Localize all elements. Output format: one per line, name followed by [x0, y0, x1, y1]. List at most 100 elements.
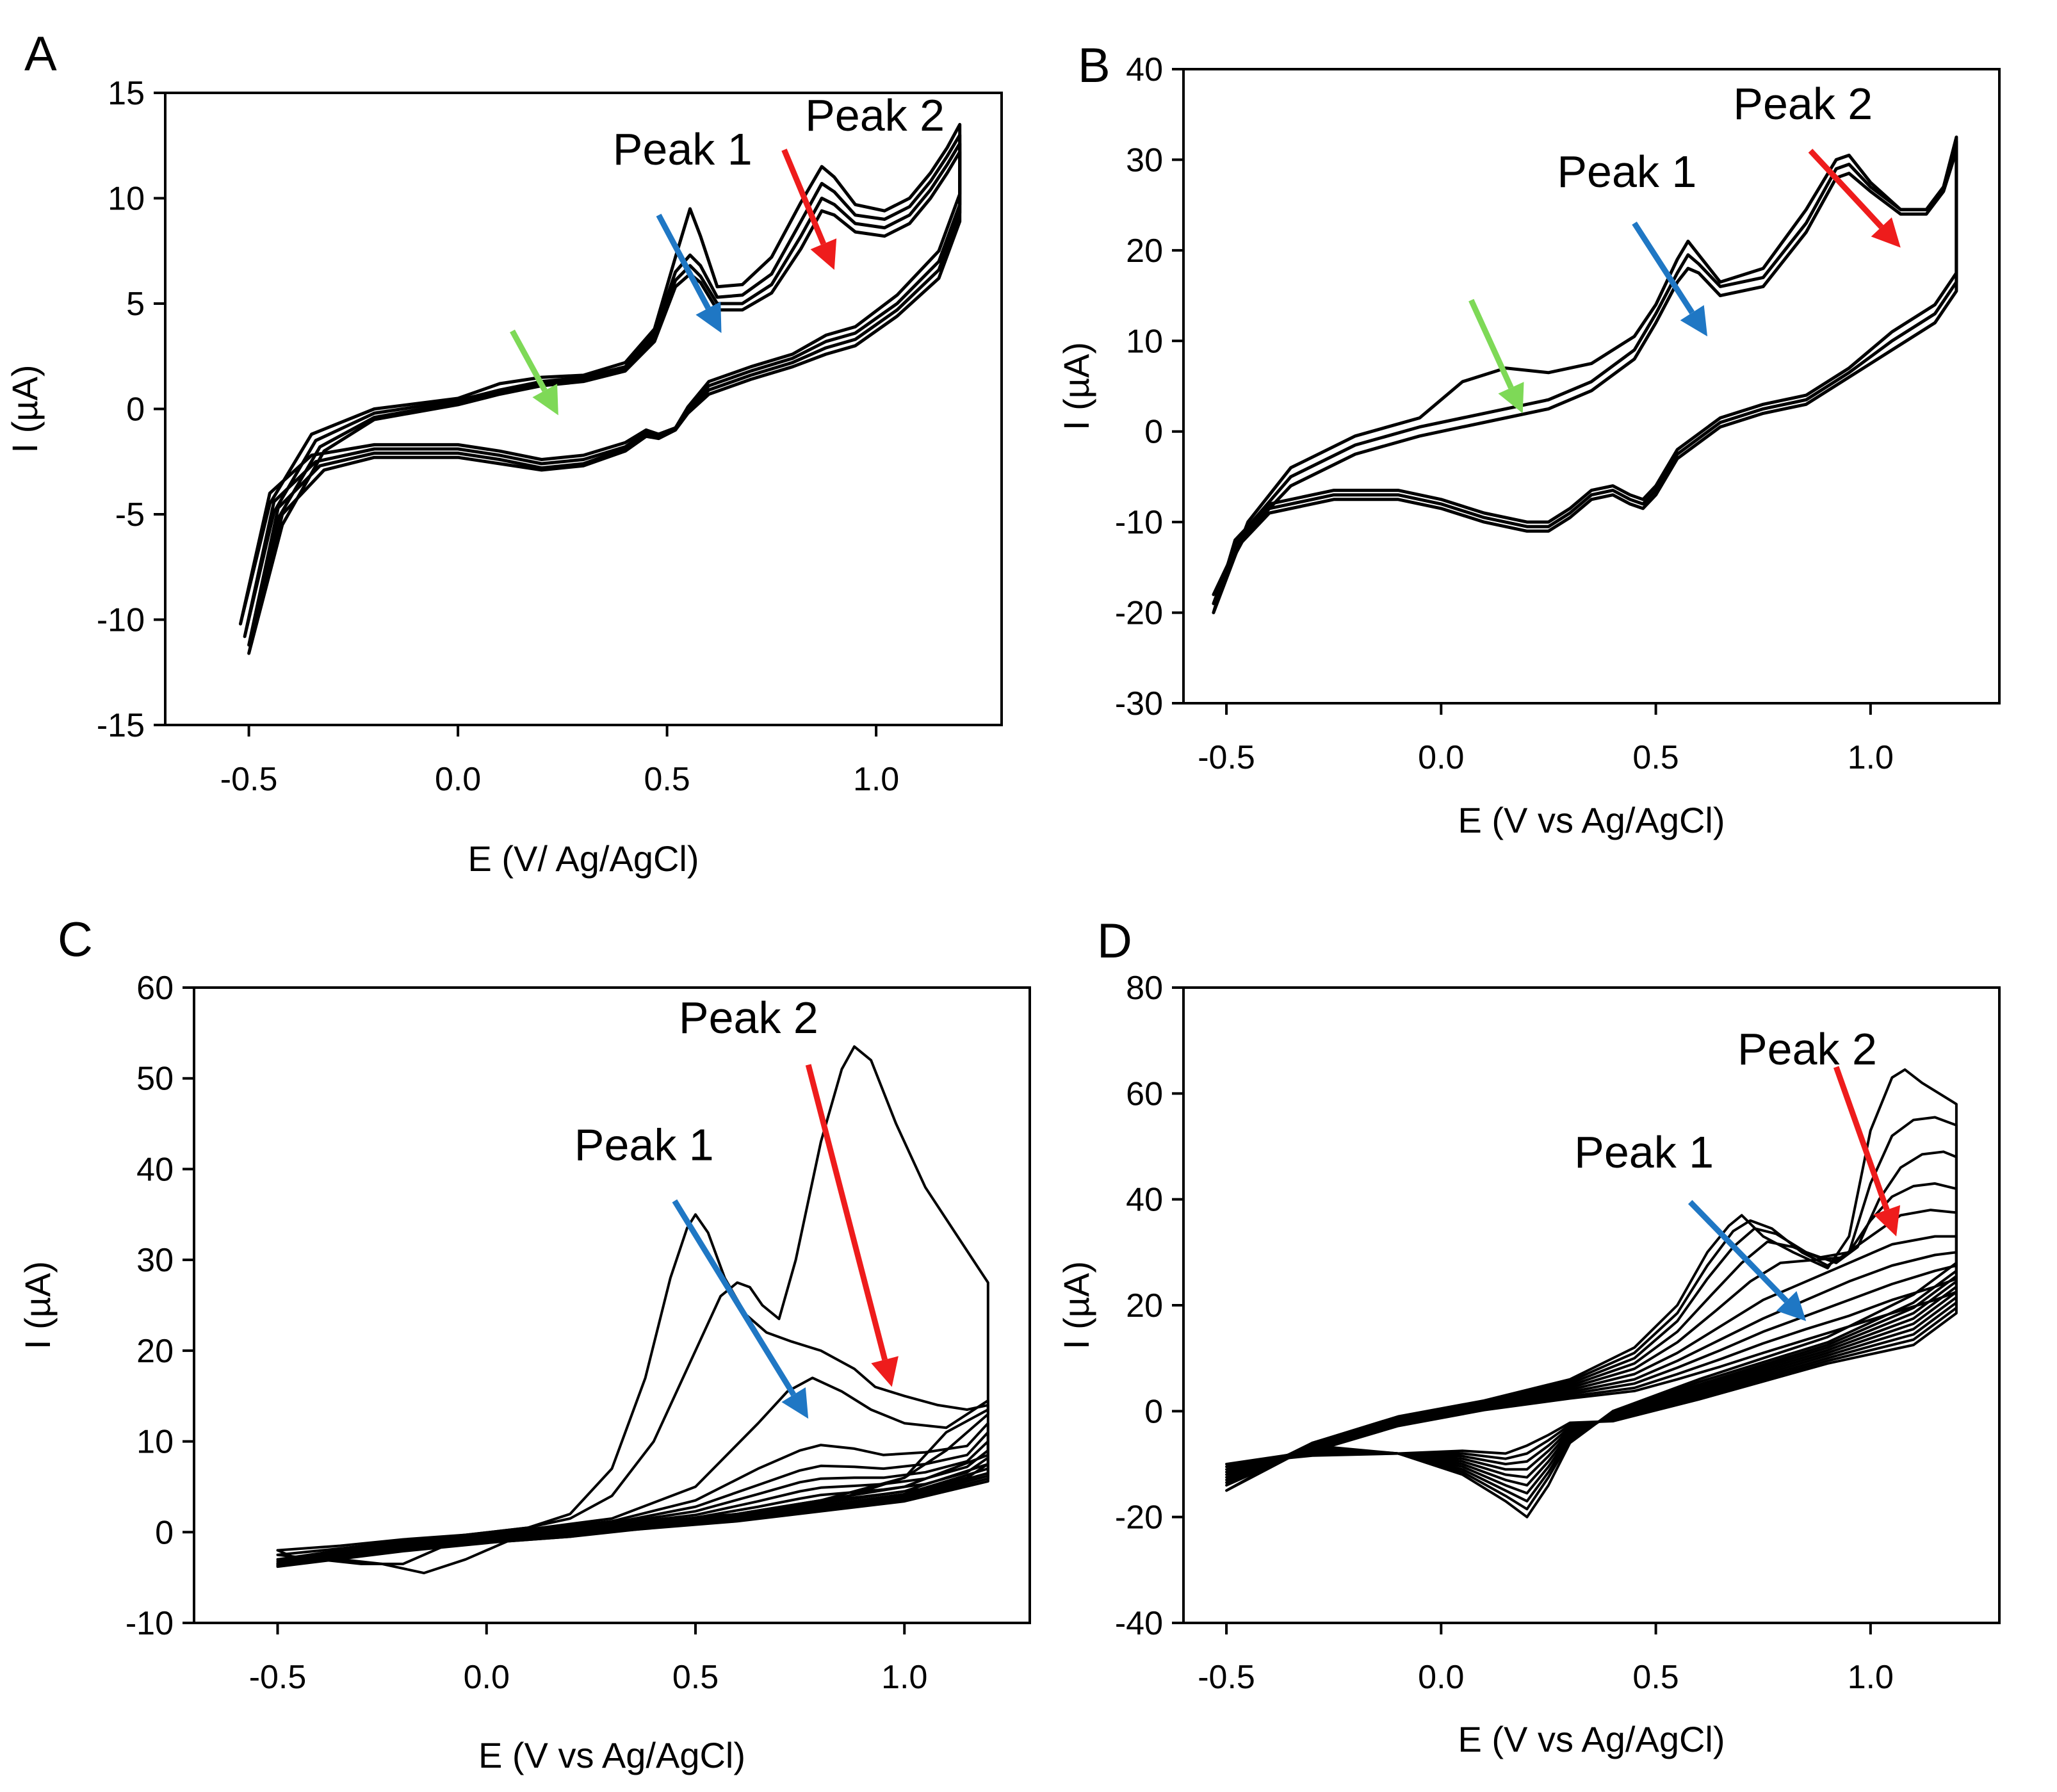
cv-curves [276, 1045, 989, 1575]
x-tick-label: 0.0 [464, 1659, 510, 1696]
cv-series-9 [276, 1463, 989, 1568]
cv-series-3 [247, 142, 962, 647]
peak-label: Peak 2 [805, 90, 945, 140]
peak-label: Peak 2 [1737, 1024, 1877, 1074]
y-tick-label: 0 [1144, 414, 1163, 451]
y-tick-label: 0 [1144, 1393, 1163, 1430]
y-axis-label: I (µA) [1056, 1261, 1096, 1349]
x-tick-label: -0.5 [220, 761, 278, 798]
annotation-arrow-head [1498, 382, 1524, 414]
annotation-arrow-head [1871, 217, 1901, 248]
y-tick-label: 80 [1126, 970, 1163, 1007]
annotation-arrow-head [1680, 305, 1708, 337]
cv-series-3 [1225, 1150, 1958, 1503]
cv-series-3 [1212, 149, 1958, 596]
panel-a: A -0.5 0.0 0.5 1.0 -15 -10 -5 0 5 10 15 E (V/ Ag/AgC… [4, 27, 1003, 879]
cv-series-1 [1225, 1068, 1958, 1519]
annotation-arrow-shaft [805, 1064, 888, 1361]
y-tick-label: 40 [1126, 1182, 1163, 1219]
x-tick-label: 0.0 [435, 761, 481, 798]
peak-label: Peak 1 [613, 124, 752, 174]
y-tick-label: 10 [108, 181, 145, 218]
annotation-arrow-head [871, 1356, 898, 1387]
y-tick-label: -10 [126, 1605, 174, 1642]
x-axis-label: E (V vs Ag/AgCl) [478, 1735, 745, 1775]
y-tick-label: 60 [1126, 1075, 1163, 1112]
x-tick-label: 1.0 [1848, 739, 1894, 776]
x-tick-label: 0.5 [1632, 1659, 1679, 1696]
y-axis-label: I (µA) [4, 364, 45, 453]
y-tick-label: 60 [136, 970, 174, 1007]
x-axis-label: E (V vs Ag/AgCl) [1458, 1719, 1725, 1759]
annotation-arrow-shaft [1632, 221, 1695, 314]
annotation-arrow-shaft [1468, 298, 1514, 389]
annotation-arrow-shaft [1687, 1200, 1789, 1303]
y-tick-label: 50 [136, 1061, 174, 1098]
cv-series-8 [1225, 1264, 1958, 1471]
cv-series-2 [1212, 140, 1958, 605]
cv-series-5 [1225, 1209, 1958, 1487]
y-tick-label: 30 [136, 1242, 174, 1279]
y-axis-label: I (µA) [1056, 342, 1096, 430]
cv-curves [1212, 135, 1958, 615]
cv-series-4 [1225, 1182, 1958, 1495]
annotation-arrow-shaft [781, 149, 826, 245]
x-tick-label: 0.0 [1418, 739, 1464, 776]
annotation-arrow-shaft [1833, 1066, 1890, 1211]
y-tick-label: 20 [136, 1333, 174, 1370]
peak-label: Peak 2 [1733, 79, 1873, 129]
x-tick-label: -0.5 [1198, 1659, 1255, 1696]
x-tick-label: 1.0 [853, 761, 899, 798]
y-tick-label: 15 [108, 75, 145, 112]
x-axis-label: E (V/ Ag/AgCl) [468, 838, 699, 879]
y-tick-label: 10 [136, 1424, 174, 1461]
plot-frame [1182, 68, 2001, 705]
x-axis-label: E (V vs Ag/AgCl) [1458, 800, 1725, 840]
panel-label: A [24, 27, 57, 81]
cv-series-10 [1225, 1291, 1958, 1465]
x-tick-label: 0.5 [644, 761, 690, 798]
cv-curves [1225, 1068, 1958, 1519]
y-tick-label: 5 [126, 286, 145, 323]
y-tick-label: -20 [1115, 595, 1163, 632]
cv-series-2 [243, 133, 962, 639]
panel-d: D -0.5 0.0 0.5 1.0 -40 -20 0 20 40 60 80 E (V vs Ag/… [1056, 914, 2001, 1759]
annotation-arrow-head [810, 238, 837, 270]
cv-series-2 [1225, 1116, 1958, 1511]
x-tick-label: 1.0 [1848, 1659, 1894, 1696]
panel-c: C -0.5 0.0 0.5 1.0 -10 0 10 20 30 40 50 60 E (V vs Ag… [17, 913, 1031, 1775]
peak-label: Peak 1 [1574, 1127, 1714, 1177]
cv-series-1 [1212, 135, 1958, 615]
y-axis-label: I (µA) [17, 1261, 58, 1349]
cv-series-4 [247, 150, 962, 655]
y-tick-label: 0 [155, 1514, 174, 1551]
annotation-arrow-shaft [1808, 149, 1884, 229]
y-tick-label: 30 [1126, 142, 1163, 179]
x-tick-label: 0.0 [1418, 1659, 1464, 1696]
y-tick-label: -40 [1115, 1605, 1163, 1642]
y-tick-label: 10 [1126, 323, 1163, 360]
y-tick-label: 0 [126, 391, 145, 428]
plot-frame [193, 986, 1031, 1624]
panel-label: B [1078, 38, 1110, 93]
cv-series-6 [1225, 1235, 1958, 1479]
y-tick-label: -15 [97, 707, 145, 744]
panel-label: D [1097, 914, 1132, 968]
y-tick-label: -5 [115, 496, 145, 534]
x-tick-label: 0.5 [672, 1659, 719, 1696]
y-tick-label: -20 [1115, 1499, 1163, 1536]
y-tick-label: -10 [97, 602, 145, 639]
cv-series-9 [1225, 1277, 1958, 1469]
peak-label: Peak 1 [1557, 147, 1696, 197]
annotation-arrow-head [1873, 1205, 1901, 1237]
panel-label: C [58, 913, 93, 967]
panel-b: B -0.5 0.0 0.5 1.0 -30 -20 -10 0 10 20 30 40 E (V vs … [1056, 38, 2001, 840]
x-tick-label: -0.5 [1198, 739, 1255, 776]
x-tick-label: -0.5 [249, 1659, 307, 1696]
peak-label: Peak 1 [574, 1120, 714, 1169]
annotation-arrow-shaft [656, 213, 711, 310]
y-tick-label: -30 [1115, 685, 1163, 722]
annotation-arrow-head [1776, 1291, 1807, 1321]
peak-label: Peak 2 [679, 993, 818, 1043]
